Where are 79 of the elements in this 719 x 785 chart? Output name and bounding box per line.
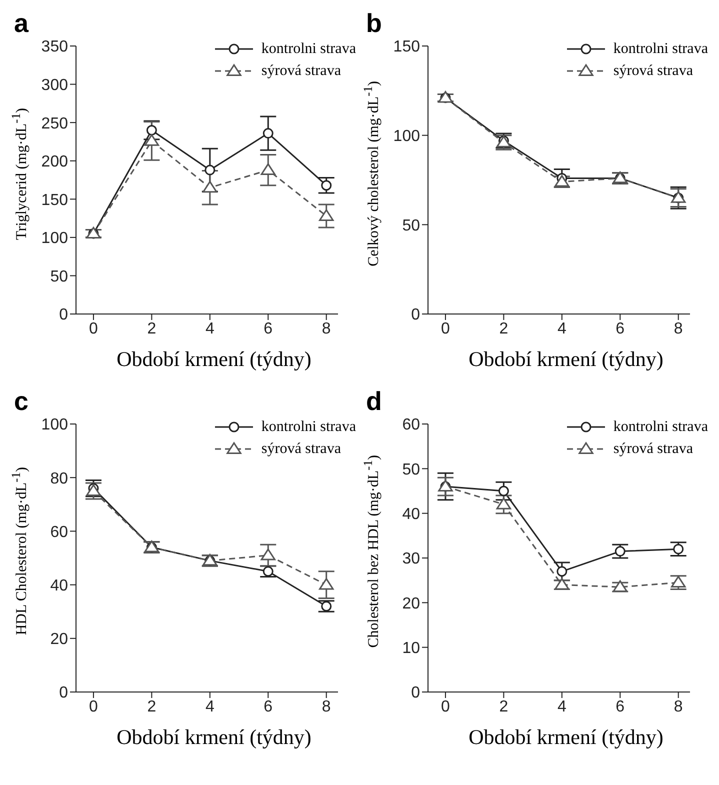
x-axis-title: Období krmení (týdny): [116, 347, 312, 372]
point: [202, 180, 218, 193]
y-tick-label: 20: [50, 631, 68, 648]
y-tick-label: 100: [41, 416, 68, 434]
point: [496, 498, 512, 510]
x-tick-label: 2: [499, 320, 508, 338]
x-tick-label: 4: [205, 698, 214, 716]
x-tick-label: 4: [205, 320, 214, 338]
y-tick-label: 0: [411, 306, 420, 324]
x-tick-label: 2: [499, 698, 508, 716]
y-tick-label: 80: [50, 470, 68, 488]
y-tick-label: 10: [402, 640, 420, 658]
point: [262, 128, 274, 139]
y-tick-label: 40: [50, 577, 68, 594]
legend-label: sýrová strava: [261, 62, 341, 80]
x-tick-label: 8: [322, 698, 331, 716]
point: [144, 134, 160, 146]
y-tick-label: 50: [50, 268, 68, 286]
x-axis-title: Období krmení (týdny): [468, 725, 664, 750]
y-tick-label: 200: [41, 154, 68, 171]
chart-title: b: [365, 8, 383, 38]
x-tick-label: 6: [616, 320, 625, 338]
legend-label: kontrolni strava: [261, 418, 356, 436]
legend-label: kontrolni strava: [613, 418, 708, 436]
y-tick-label: 0: [59, 684, 68, 702]
point: [319, 209, 334, 221]
point: [260, 163, 276, 175]
y-tick-label: 60: [402, 416, 420, 434]
point: [146, 124, 157, 136]
y-tick-label: 300: [41, 76, 68, 94]
x-tick-label: 4: [557, 320, 566, 338]
x-tick-label: 6: [616, 698, 625, 716]
y-tick-label: 150: [393, 38, 420, 56]
y-tick-label: 40: [402, 506, 420, 524]
y-tick-label: 60: [50, 524, 68, 541]
x-tick-label: 0: [441, 698, 450, 716]
x-tick-label: 8: [322, 320, 331, 338]
point: [260, 548, 276, 560]
y-tick-label: 150: [41, 192, 68, 209]
y-tick-label: 20: [402, 595, 420, 612]
y-tick-label: 0: [59, 306, 68, 324]
point: [614, 546, 626, 557]
y-tick-label: 50: [402, 217, 420, 234]
x-tick-label: 8: [674, 698, 683, 716]
point: [673, 544, 684, 554]
x-tick-label: 2: [147, 320, 156, 338]
x-tick-label: 4: [557, 698, 566, 716]
chart-title: c: [13, 386, 30, 416]
y-tick-label: 0: [411, 684, 420, 702]
point: [498, 486, 509, 496]
point: [496, 136, 512, 148]
chart-title: d: [365, 386, 383, 416]
x-axis-title: Období krmení (týdny): [468, 347, 664, 372]
chart-title: a: [13, 8, 30, 38]
x-axis-title: Období krmení (týdny): [116, 725, 312, 750]
y-tick-label: 100: [41, 230, 68, 248]
x-tick-label: 2: [147, 698, 156, 716]
legend-label: sýrová strava: [261, 440, 341, 458]
point: [321, 180, 332, 191]
point: [262, 566, 274, 577]
x-tick-label: 8: [674, 320, 683, 338]
legend-label: sýrová strava: [613, 440, 693, 458]
point: [321, 600, 332, 612]
x-tick-label: 0: [89, 320, 98, 338]
y-tick-label: 50: [402, 461, 420, 478]
y-tick-label: 350: [41, 38, 68, 56]
x-tick-label: 6: [264, 320, 273, 338]
x-tick-label: 6: [264, 698, 273, 716]
point: [319, 578, 334, 590]
x-tick-label: 0: [89, 698, 98, 716]
legend-label: sýrová strava: [613, 62, 693, 80]
point: [204, 164, 216, 176]
legend-label: kontrolni strava: [613, 40, 708, 58]
x-tick-label: 0: [441, 320, 450, 338]
y-tick-label: 30: [402, 550, 420, 568]
legend-label: kontrolni strava: [261, 40, 356, 58]
y-tick-label: 100: [393, 128, 420, 146]
point: [556, 566, 568, 577]
y-tick-label: 250: [41, 115, 68, 132]
